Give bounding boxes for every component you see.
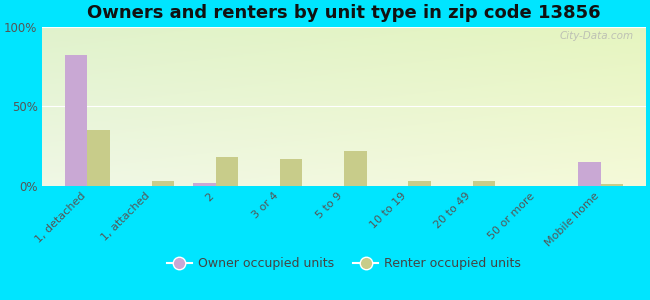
Bar [408,181,431,186]
Bar [87,130,110,186]
Bar [151,181,174,186]
Title: Owners and renters by unit type in zip code 13856: Owners and renters by unit type in zip c… [87,4,601,22]
Bar [473,181,495,186]
Bar [601,184,623,186]
Bar [280,159,302,186]
Bar [344,151,367,186]
Text: City-Data.com: City-Data.com [560,31,634,41]
Bar [216,157,238,186]
Legend: Owner occupied units, Renter occupied units: Owner occupied units, Renter occupied un… [162,253,526,275]
Bar [578,162,601,186]
Bar [65,55,87,186]
Bar [193,183,216,186]
